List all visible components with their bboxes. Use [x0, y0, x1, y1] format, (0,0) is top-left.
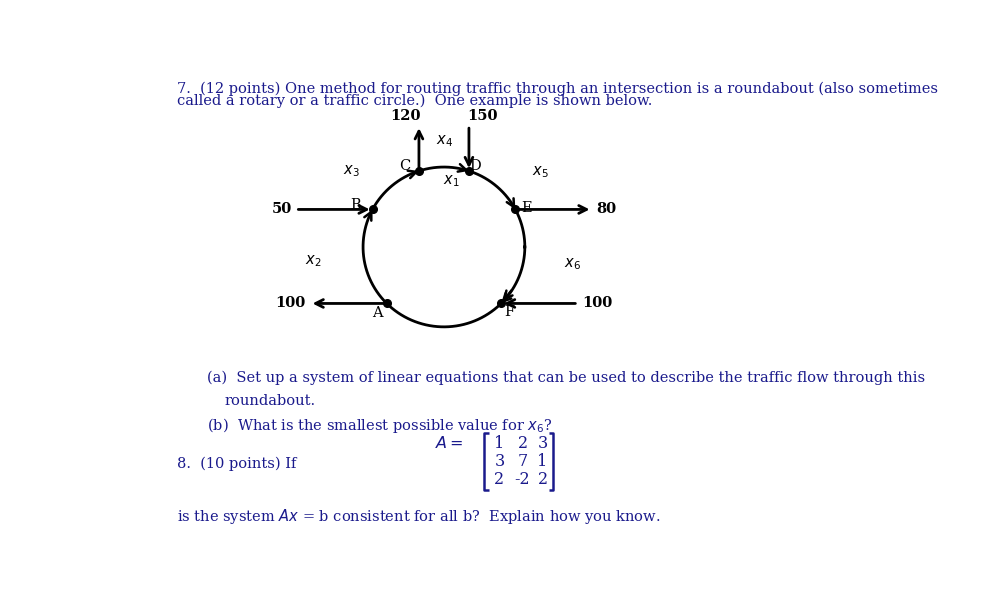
- Text: $x_4$: $x_4$: [436, 133, 453, 149]
- Text: 2: 2: [538, 471, 548, 488]
- Text: $x_1$: $x_1$: [443, 173, 459, 189]
- Text: 80: 80: [596, 202, 616, 216]
- Text: 50: 50: [271, 202, 291, 216]
- Text: called a rotary or a traffic circle.)  One example is shown below.: called a rotary or a traffic circle.) On…: [177, 94, 652, 109]
- Text: roundabout.: roundabout.: [225, 394, 315, 408]
- Text: is the system $Ax$ = b consistent for all b?  Explain how you know.: is the system $Ax$ = b consistent for al…: [177, 507, 660, 526]
- Text: 3: 3: [538, 435, 548, 452]
- Text: 120: 120: [390, 109, 420, 123]
- Text: $x_2$: $x_2$: [305, 253, 321, 269]
- Text: 1: 1: [538, 453, 548, 470]
- Text: $x_3$: $x_3$: [343, 163, 360, 178]
- Text: 150: 150: [467, 109, 498, 123]
- Text: 7.  (12 points) One method for routing traffic through an intersection is a roun: 7. (12 points) One method for routing tr…: [177, 81, 937, 95]
- Text: $x_6$: $x_6$: [564, 256, 580, 272]
- Text: $A=$: $A=$: [434, 435, 463, 452]
- Text: 7: 7: [518, 453, 528, 470]
- Text: D: D: [469, 160, 481, 173]
- Text: (a)  Set up a system of linear equations that can be used to describe the traffi: (a) Set up a system of linear equations …: [208, 370, 925, 385]
- Text: 8.  (10 points) If: 8. (10 points) If: [177, 457, 296, 471]
- Text: B: B: [350, 198, 361, 212]
- Text: 2: 2: [494, 471, 505, 488]
- Text: 100: 100: [582, 296, 612, 311]
- Text: A: A: [372, 305, 383, 320]
- Text: -2: -2: [515, 471, 531, 488]
- Text: F: F: [504, 305, 514, 318]
- Text: 100: 100: [275, 296, 306, 311]
- Text: 2: 2: [518, 435, 528, 452]
- Text: (b)  What is the smallest possible value for $x_6$?: (b) What is the smallest possible value …: [208, 416, 553, 435]
- Text: $x_5$: $x_5$: [532, 164, 549, 180]
- Text: 1: 1: [494, 435, 505, 452]
- Text: E: E: [522, 201, 532, 215]
- Text: C: C: [400, 160, 411, 173]
- Text: 3: 3: [494, 453, 505, 470]
